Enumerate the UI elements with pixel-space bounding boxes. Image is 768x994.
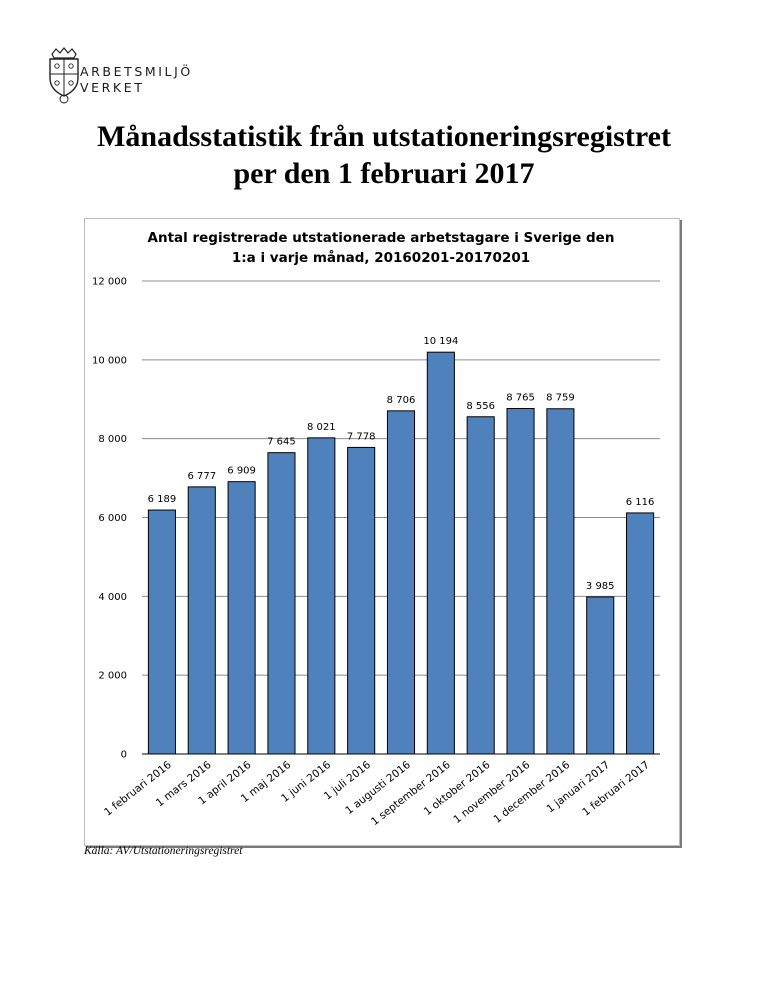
source-note: Källa: AV/Utstationeringsregistret	[84, 845, 243, 857]
y-tick-label: 8 000	[98, 434, 127, 445]
data-label: 10 194	[423, 336, 458, 347]
data-label: 6 777	[187, 471, 216, 482]
bar	[506, 408, 535, 755]
x-tick-label: 1 oktober 2016	[422, 759, 493, 818]
bar	[267, 452, 296, 755]
chart-title-line2: 1:a i varje månad, 20160201-20170201	[231, 250, 531, 266]
y-tick-label: 12 000	[92, 277, 127, 288]
x-tick-label: 1 februari 2017	[580, 759, 652, 819]
bar	[586, 596, 615, 755]
data-label: 8 556	[466, 401, 495, 412]
data-label: 6 116	[626, 497, 655, 508]
page-title: Månadsstatistik från utstationeringsregi…	[0, 118, 768, 192]
data-label: 8 765	[506, 393, 535, 404]
y-axis: 0 2 000 4 000 6 000 8 000 10 000 12 000	[92, 277, 127, 761]
y-tick-label: 4 000	[98, 592, 127, 603]
bar	[187, 486, 216, 755]
chart-title-line1: Antal registrerade utstationerade arbets…	[147, 230, 615, 246]
y-tick-label: 2 000	[98, 671, 127, 682]
bar	[307, 437, 336, 755]
y-tick-label: 0	[121, 750, 127, 761]
data-label: 6 189	[148, 494, 177, 505]
data-label: 3 985	[586, 581, 615, 592]
bar	[426, 351, 455, 755]
y-tick-label: 6 000	[98, 513, 127, 524]
data-label: 7 645	[267, 437, 296, 448]
bar	[626, 512, 655, 755]
bar	[546, 408, 575, 755]
chart-frame	[84, 218, 680, 846]
bar	[466, 416, 495, 755]
bar	[227, 481, 256, 755]
org-name-line1: ARBETSMILJÖ	[80, 64, 193, 79]
bar	[386, 410, 416, 755]
data-labels: 6 189 6 777 6 909 7 645 8 021 7 778 8 706 10 19…	[148, 336, 655, 592]
data-label: 7 778	[347, 431, 376, 442]
chart-title: Antal registrerade utstationerade arbets…	[84, 228, 678, 268]
data-label: 8 021	[307, 422, 336, 433]
bar	[147, 509, 176, 755]
bar	[347, 446, 376, 755]
page-title-line1: Månadsstatistik från utstationeringsregi…	[97, 120, 671, 153]
x-tick-label: 1 december 2016	[491, 759, 572, 826]
page-title-line2: per den 1 februari 2017	[233, 157, 535, 190]
x-tick-label: 1 februari 2016	[102, 759, 174, 819]
org-name: ARBETSMILJÖ VERKET	[80, 64, 193, 96]
y-tick-label: 10 000	[92, 355, 127, 366]
data-label: 8 759	[546, 393, 575, 404]
bars	[147, 351, 655, 755]
org-logo	[44, 46, 214, 106]
crown-shield-logo-icon	[49, 47, 79, 104]
data-label: 8 706	[387, 395, 416, 406]
data-label: 6 909	[227, 466, 256, 477]
org-name-line2: VERKET	[80, 80, 145, 95]
